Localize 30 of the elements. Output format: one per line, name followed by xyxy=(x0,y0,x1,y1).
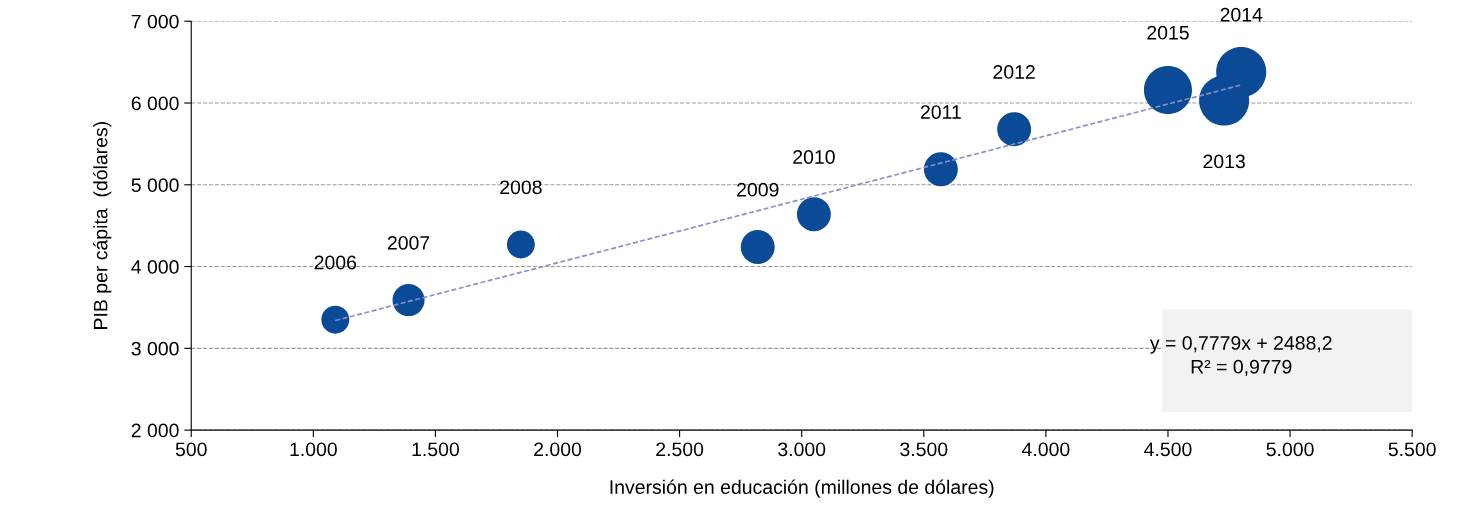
x-tick-label: 4.500 xyxy=(1144,442,1192,457)
annotation: 2010 xyxy=(793,150,835,164)
annotation: 2015 xyxy=(1147,25,1189,40)
y-tick-label: 7 000 xyxy=(131,14,179,29)
x-tick-label: 3.000 xyxy=(778,442,826,457)
annotation: 2012 xyxy=(993,65,1035,79)
annotation: 2011 xyxy=(920,105,961,119)
y-tick-label: 2 000 xyxy=(131,423,179,438)
annotation: 2006 xyxy=(314,255,357,270)
x-tick-label: 1.500 xyxy=(412,442,459,457)
x-tick-label: 2.000 xyxy=(534,442,582,457)
x-tick-label: 1.000 xyxy=(290,442,337,457)
x-axis-title: Inversión en educación (millones de dólares) xyxy=(610,479,994,498)
x-tick-label: 4.000 xyxy=(1022,442,1070,457)
annotation: 2013 xyxy=(1203,154,1245,169)
annotation: 2014 xyxy=(1220,7,1263,22)
y-tick-label: 5 000 xyxy=(131,178,179,193)
x-tick-label: 5.000 xyxy=(1266,442,1314,457)
annotation: 2007 xyxy=(387,235,430,250)
annotation: y = 0,7779x + 2488,2 R² = 0,9779 xyxy=(1149,336,1332,376)
x-tick-label: 3.500 xyxy=(900,442,948,457)
y-axis-title: PIB per cápita (dólares) xyxy=(92,122,112,329)
annotation: 2009 xyxy=(737,182,779,197)
x-tick-label: 500 xyxy=(175,442,207,457)
y-tick-label: 4 000 xyxy=(131,260,179,274)
y-tick-label: 3 000 xyxy=(131,341,179,356)
annotation: 2008 xyxy=(500,180,542,195)
x-tick-label: 5.500 xyxy=(1388,442,1436,457)
y-tick-label: 6 000 xyxy=(131,96,179,111)
x-tick-label: 2.500 xyxy=(656,442,704,457)
